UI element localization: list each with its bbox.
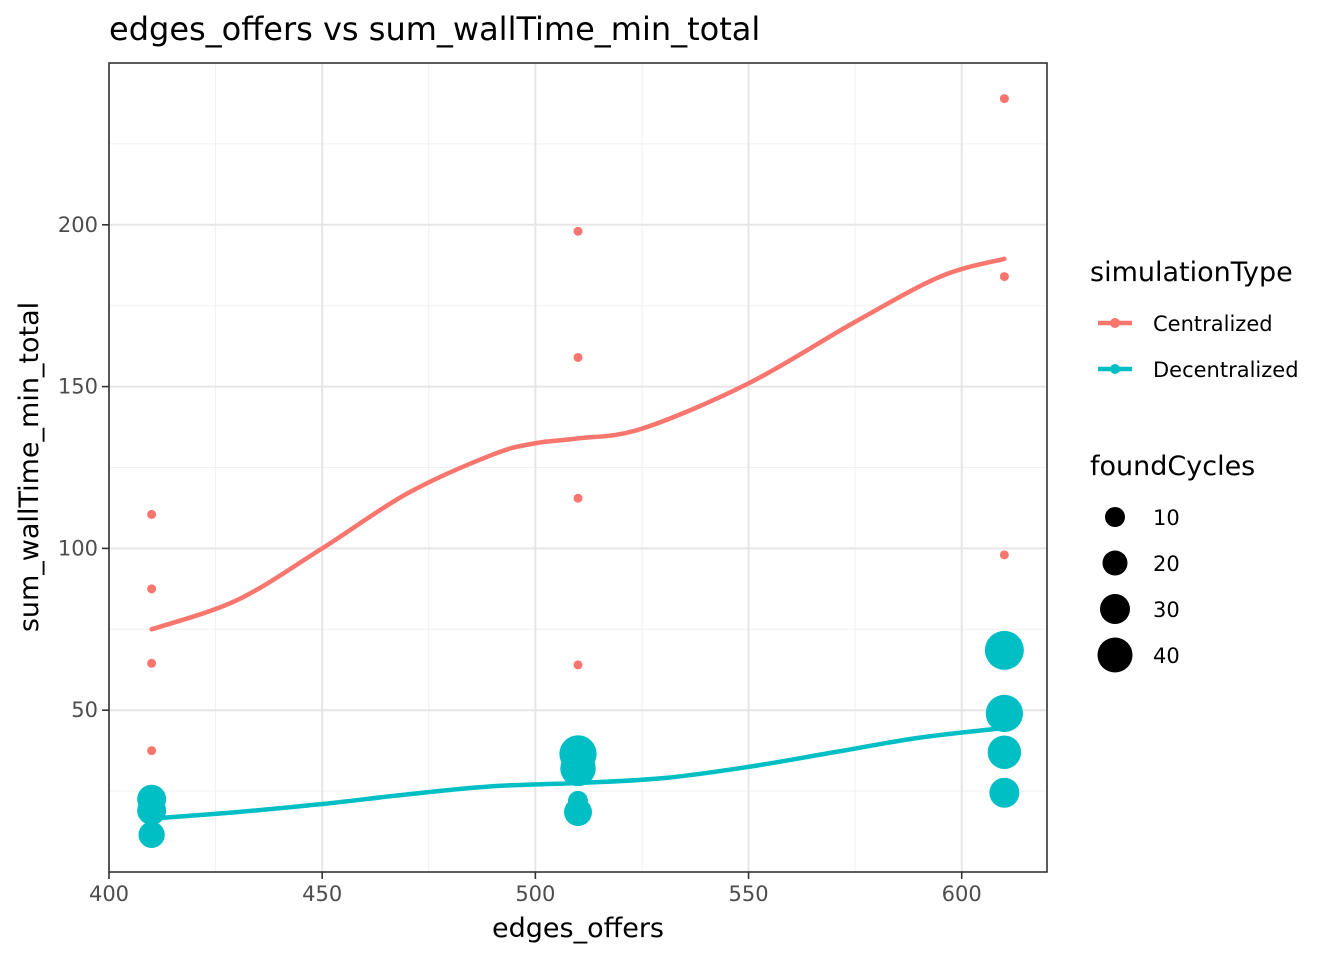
size-legend-keys: 10 20 30 40 bbox=[1097, 506, 1180, 673]
data-point-decentralized bbox=[987, 735, 1022, 770]
x-axis-title: edges_offers bbox=[492, 913, 664, 944]
data-point-decentralized bbox=[989, 777, 1020, 808]
x-tick-label: 400 bbox=[89, 882, 129, 906]
data-point-centralized bbox=[147, 746, 157, 756]
smooth-lines bbox=[149, 256, 1007, 821]
size-legend-key bbox=[1102, 550, 1128, 576]
size-legend-label: 30 bbox=[1153, 598, 1180, 622]
data-point-centralized bbox=[999, 94, 1009, 104]
x-tick-label: 600 bbox=[942, 882, 982, 906]
y-axis-title: sum_wallTime_min_total bbox=[14, 302, 45, 632]
data-point-centralized bbox=[573, 493, 583, 503]
data-point-decentralized bbox=[137, 796, 167, 826]
data-point-centralized bbox=[147, 509, 157, 519]
size-legend-key bbox=[1097, 637, 1133, 673]
legend: simulationType CentralizedDecentralized … bbox=[1090, 257, 1299, 673]
data-point-centralized bbox=[147, 584, 157, 594]
size-legend-title: foundCycles bbox=[1090, 451, 1255, 482]
y-tick-label: 200 bbox=[58, 213, 98, 237]
size-legend-key bbox=[1100, 594, 1130, 624]
plot-panel-border bbox=[108, 62, 1048, 873]
color-legend-title: simulationType bbox=[1090, 257, 1293, 288]
size-legend-label: 10 bbox=[1153, 506, 1180, 530]
data-point-centralized bbox=[999, 272, 1009, 282]
x-tick-label: 500 bbox=[515, 882, 555, 906]
data-point-centralized bbox=[999, 550, 1009, 560]
data-point-decentralized bbox=[985, 694, 1024, 733]
data-point-centralized bbox=[573, 352, 583, 362]
legend-label-decentralized: Decentralized bbox=[1153, 358, 1299, 382]
y-tick-label: 150 bbox=[58, 375, 98, 399]
x-tick-label: 450 bbox=[302, 882, 342, 906]
data-point-decentralized bbox=[984, 630, 1024, 670]
size-legend-label: 40 bbox=[1153, 644, 1180, 668]
x-axis-ticks: 400 450 500 550 600 bbox=[89, 872, 982, 906]
color-legend-keys: Centralized Decentralized bbox=[1098, 312, 1299, 382]
legend-key-point-decentralized bbox=[1110, 364, 1120, 374]
data-point-decentralized bbox=[564, 798, 592, 827]
data-point-centralized bbox=[147, 658, 157, 668]
legend-key-point-centralized bbox=[1110, 318, 1120, 328]
size-legend-key bbox=[1105, 507, 1125, 527]
data-points bbox=[137, 94, 1024, 848]
chart-title: edges_offers vs sum_wallTime_min_total bbox=[109, 10, 760, 48]
data-point-decentralized bbox=[560, 750, 596, 787]
legend-label-centralized: Centralized bbox=[1153, 312, 1273, 336]
data-point-centralized bbox=[573, 660, 583, 670]
y-tick-label: 100 bbox=[58, 536, 98, 560]
size-legend-label: 20 bbox=[1153, 552, 1180, 576]
y-tick-label: 50 bbox=[71, 698, 98, 722]
smooth-line-centralized bbox=[149, 256, 1007, 632]
data-point-centralized bbox=[573, 226, 583, 236]
data-point-decentralized bbox=[138, 821, 165, 848]
y-axis-ticks: 50 100 150 200 bbox=[58, 213, 109, 722]
x-tick-label: 550 bbox=[728, 882, 768, 906]
